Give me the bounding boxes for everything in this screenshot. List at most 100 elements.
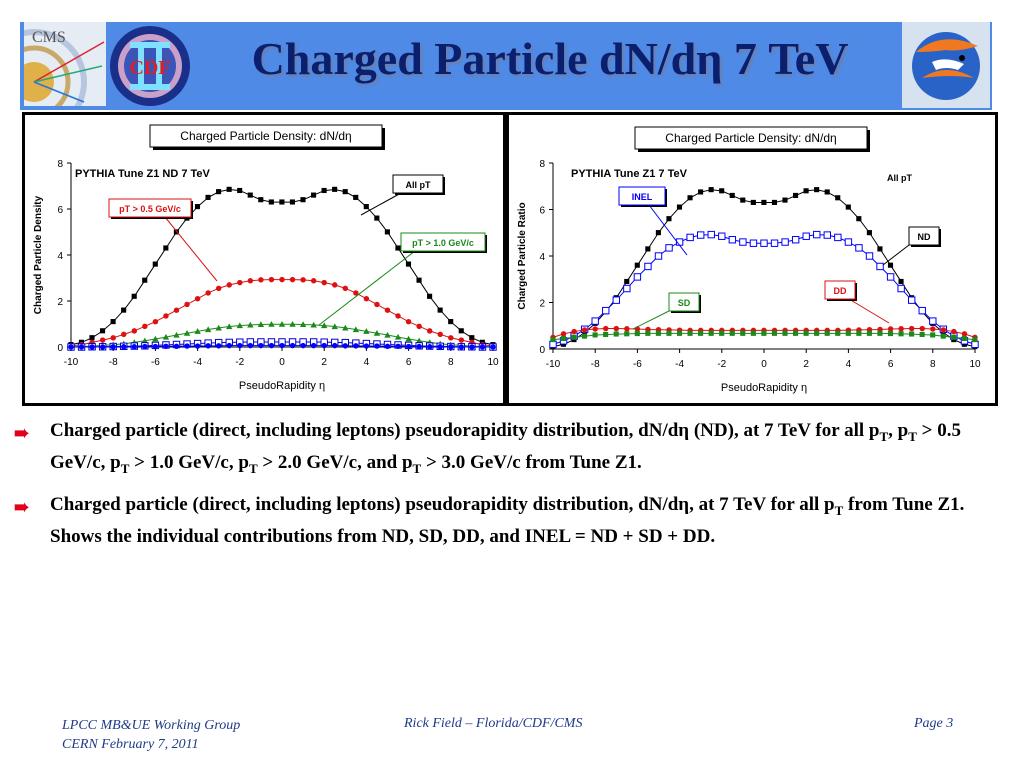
data-point [268, 276, 275, 283]
data-point [279, 199, 285, 205]
data-point [951, 334, 957, 340]
bullet-text-1: Charged particle (direct, including lept… [50, 418, 1004, 482]
data-point [750, 199, 756, 205]
data-point [729, 330, 735, 336]
data-point [687, 195, 693, 201]
data-point [782, 330, 788, 336]
callout-label: pT > 0.5 GeV/c [119, 204, 181, 214]
data-point [247, 192, 253, 198]
data-point [258, 277, 264, 283]
data-point [394, 333, 402, 340]
data-point [342, 324, 349, 331]
data-point [99, 337, 106, 343]
callout-box [392, 174, 444, 194]
data-point [940, 327, 947, 333]
data-point [184, 343, 190, 349]
data-point [550, 337, 556, 343]
data-point [930, 332, 936, 338]
data-point [152, 335, 159, 342]
data-point [78, 344, 85, 350]
x-tick-label: -4 [675, 359, 684, 370]
data-point [247, 278, 254, 284]
data-point [289, 342, 296, 349]
data-point [289, 276, 296, 283]
callout-box [400, 232, 486, 252]
chart-panel-left: Charged Particle Density: dN/dη 0 2 4 6 8 -10 -… [22, 112, 506, 406]
uf-gator-logo-icon [902, 22, 990, 108]
data-point [363, 204, 369, 210]
data-point [603, 325, 609, 332]
data-point [353, 343, 359, 349]
data-point [792, 192, 799, 199]
data-point [877, 246, 883, 252]
data-point [163, 343, 169, 350]
data-point [602, 306, 610, 315]
data-point [426, 328, 433, 334]
chart-left: Charged Particle Density: dN/dη 0 2 4 6 8 -10 -… [33, 124, 499, 392]
data-point [951, 328, 957, 335]
data-point [352, 326, 360, 333]
data-point [342, 189, 348, 195]
callout-box [668, 292, 700, 312]
data-point [749, 239, 758, 247]
data-point [332, 282, 338, 288]
data-point [634, 330, 640, 337]
callout-label: DD [834, 286, 847, 296]
data-point [592, 326, 598, 332]
x-tick-label: 6 [406, 357, 412, 368]
data-point [823, 231, 832, 239]
callout-label: All pT [406, 180, 431, 190]
data-point [205, 290, 211, 296]
chart-right: Charged Particle Density: dN/dη 0 2 4 6 8 -10 -… [517, 126, 981, 394]
series-line [552, 189, 976, 348]
callout-box [618, 186, 666, 206]
data-point [374, 343, 380, 349]
y-tick-label: 4 [539, 252, 545, 263]
cdf-logo: CDF [108, 24, 192, 108]
data-point [405, 335, 412, 342]
arrow-bullet-icon: ➠ [14, 423, 30, 443]
data-point [814, 330, 820, 336]
data-point [278, 321, 286, 327]
data-point [613, 331, 619, 337]
chart-title-box [634, 126, 868, 150]
x-tick-label: -2 [717, 359, 726, 370]
data-point [887, 262, 894, 268]
data-point [613, 325, 620, 332]
x-tick-label: -4 [193, 357, 202, 368]
data-point [268, 342, 275, 349]
x-tick-label: -8 [591, 359, 600, 370]
series-nd [550, 187, 978, 350]
data-point [791, 236, 800, 244]
data-point [940, 333, 946, 339]
data-point [384, 331, 391, 338]
data-point [761, 330, 767, 336]
series-pt-0-5-gev-c [68, 276, 496, 349]
data-point [131, 344, 138, 350]
data-point [750, 330, 756, 336]
subscript-t: T [248, 460, 258, 476]
data-point [89, 344, 95, 350]
data-point [877, 330, 883, 336]
data-point [898, 278, 904, 285]
data-point [142, 277, 148, 283]
data-point [131, 328, 138, 334]
data-point [961, 331, 968, 337]
data-point [666, 330, 672, 336]
data-point [226, 342, 232, 349]
data-point [342, 285, 349, 292]
data-point [332, 342, 338, 349]
data-point [257, 321, 265, 328]
data-point [395, 245, 401, 251]
data-point [300, 277, 306, 283]
data-point [374, 215, 380, 221]
data-point [237, 187, 243, 194]
data-point [437, 331, 443, 338]
data-point [845, 204, 851, 210]
data-point [258, 342, 264, 349]
data-point [866, 330, 872, 336]
cms-logo-text: CMS [32, 29, 66, 46]
data-point [918, 306, 926, 315]
data-point [162, 333, 170, 340]
data-point [363, 328, 370, 334]
